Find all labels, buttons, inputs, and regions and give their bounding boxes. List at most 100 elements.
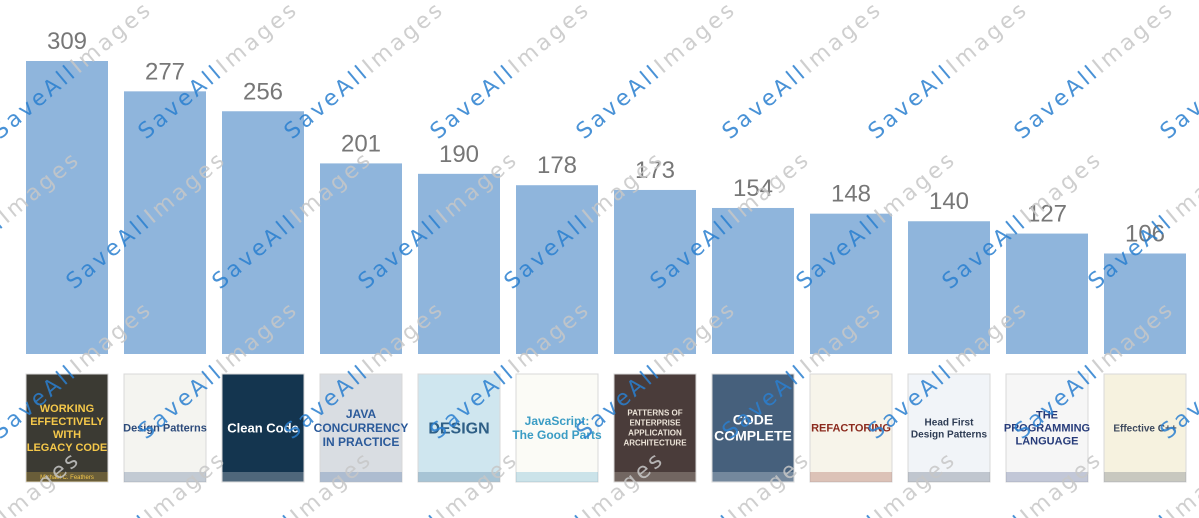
book-cover-title-line: LEGACY CODE — [27, 442, 107, 454]
watermark-brand-blue: SaveAll — [1156, 60, 1199, 145]
book-cover-bg-9 — [809, 373, 893, 483]
book-cover-bg-4 — [319, 373, 403, 483]
book-cover-title-line: Head First — [925, 417, 975, 428]
book-cover-band-1 — [26, 472, 108, 482]
watermark-text: SaveAllImages — [426, 0, 596, 145]
bar-value-label-5: 190 — [439, 141, 479, 168]
bar-value-label-2: 277 — [145, 58, 185, 85]
book-cover-author: Michael C. Feathers — [40, 475, 94, 481]
watermark-text: SaveAllImages — [1010, 0, 1180, 145]
book-cover-title-line: WORKING — [40, 403, 94, 415]
book-cover-title-line: EFFECTIVELY — [30, 416, 104, 428]
book-cover-bg-12 — [1103, 373, 1187, 483]
book-cover-title-line: JavaScript: — [525, 414, 590, 428]
book-cover-title-line: COMPLETE — [714, 428, 792, 444]
bar-value-label-9: 148 — [831, 181, 871, 208]
bar-value-label-8: 154 — [733, 175, 773, 202]
bar-value-label-12: 106 — [1125, 220, 1165, 247]
book-cover-band-3 — [222, 472, 304, 482]
book-cover-band-4 — [320, 472, 402, 482]
watermark-brand-blue: SaveAll — [572, 60, 666, 145]
bar-value-label-1: 309 — [47, 28, 87, 55]
book-cover-band-2 — [124, 472, 206, 482]
bar-5 — [418, 173, 500, 354]
watermark-text: SaveAllImages — [572, 0, 742, 145]
watermark-brand-gray: Images — [942, 0, 1033, 79]
book-cover-title-line: CODE — [733, 412, 773, 428]
book-cover-title-line: CONCURRENCY — [314, 421, 409, 435]
book-cover-title-line: Effective C++ — [1113, 423, 1177, 434]
book-cover-band-6 — [516, 472, 598, 482]
bar-12 — [1104, 253, 1186, 354]
book-cover-band-7 — [614, 472, 696, 482]
book-cover-title-line: The Good Parts — [512, 428, 602, 442]
book-cover-title-line: THE — [1036, 410, 1058, 422]
book-cover-title-line: REFACTORING — [811, 423, 891, 435]
bar-11 — [1006, 233, 1088, 354]
watermark-brand-blue: SaveAll — [718, 60, 812, 145]
book-cover-bg-5 — [417, 373, 501, 483]
book-cover-title-line: ENTERPRISE — [629, 419, 681, 428]
book-cover-bg-11 — [1005, 373, 1089, 483]
bar-value-label-4: 201 — [341, 130, 381, 157]
book-cover-band-11 — [1006, 472, 1088, 482]
watermark-brand-gray: Images — [504, 0, 595, 79]
book-cover-title-line: ARCHITECTURE — [623, 439, 687, 448]
watermark-brand-gray: Images — [796, 0, 887, 79]
watermark-text: SaveAllImages — [718, 0, 888, 145]
book-cover-band-10 — [908, 472, 990, 482]
book-cover-band-8 — [712, 472, 794, 482]
bar-value-label-11: 127 — [1027, 201, 1067, 228]
bar-10 — [908, 221, 990, 354]
book-cover-title-line: JAVA — [346, 407, 377, 421]
book-cover-bg-2 — [123, 373, 207, 483]
book-cover-band-9 — [810, 472, 892, 482]
book-cover-title-line: WITH — [53, 429, 81, 441]
book-cover-band-12 — [1104, 472, 1186, 482]
book-cover-12: Effective C++ — [1103, 373, 1187, 483]
watermark-brand-blue: SaveAll — [426, 60, 520, 145]
book-cover-title-line: DESIGN — [428, 420, 489, 437]
book-cover-3: Clean Code — [221, 373, 305, 483]
watermark-brand-gray: Images — [650, 0, 741, 79]
book-cover-9: REFACTORING — [809, 373, 893, 483]
book-cover-title-line: Design Patterns — [911, 429, 988, 440]
book-cover-title-line: Clean Code — [227, 420, 299, 435]
watermark-brand-blue: SaveAll — [1010, 60, 1104, 145]
book-cover-title-line: LANGUAGE — [1016, 436, 1079, 448]
watermark-brand-gray: Images — [358, 0, 449, 79]
book-cover-bg-6 — [515, 373, 599, 483]
bar-4 — [320, 163, 402, 354]
book-cover-title-line: PATTERNS OF — [627, 409, 682, 418]
watermark-brand-blue: SaveAll — [864, 60, 958, 145]
watermark-brand-gray: Images — [212, 0, 303, 79]
watermark-text: SaveAllImages — [864, 0, 1034, 145]
book-cover-bg-7 — [613, 373, 697, 483]
watermark-brand-gray: Images — [1088, 0, 1179, 79]
book-cover-bg-8 — [711, 373, 795, 483]
bar-value-label-3: 256 — [243, 78, 283, 105]
bar-6 — [516, 185, 598, 354]
bar-value-label-10: 140 — [929, 188, 969, 215]
book-cover-title-line: APPLICATION — [628, 429, 682, 438]
bar-7 — [614, 189, 696, 354]
book-cover-bg-1 — [25, 373, 109, 483]
watermark-text: SaveAllImages — [280, 0, 450, 145]
bar-value-label-7: 173 — [635, 157, 675, 184]
book-cover-6: JavaScript:The Good Parts — [512, 373, 602, 483]
book-cover-bg-3 — [221, 373, 305, 483]
bar-value-label-6: 178 — [537, 152, 577, 179]
book-cover-2: Design Patterns — [123, 373, 207, 483]
book-cover-5: DESIGN — [417, 373, 501, 483]
book-cover-title-line: Design Patterns — [123, 423, 207, 435]
book-cover-title-line: PROGRAMMING — [1004, 423, 1090, 435]
bar-1 — [26, 61, 108, 354]
